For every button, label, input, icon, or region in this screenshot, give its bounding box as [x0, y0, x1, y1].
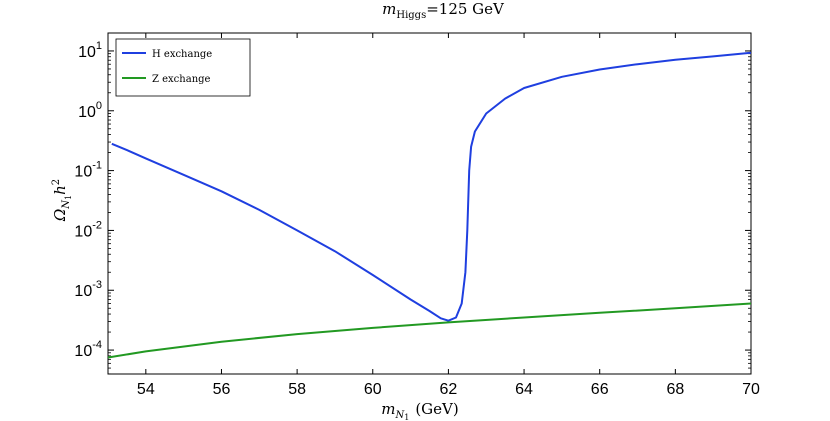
x-tick-label: 58 [288, 381, 306, 398]
chart-title: mHiggs=125 GeV [382, 0, 505, 21]
ylabel-subsub: 1 [64, 195, 73, 200]
ylabel-rest: h [51, 185, 69, 195]
y-tick-label: 100 [78, 100, 102, 121]
xlabel-subsub: 1 [404, 413, 409, 421]
x-tick-label: 64 [515, 381, 533, 398]
y-axis-label: ΩN1h2 [51, 179, 73, 222]
plot-area-frame [107, 32, 752, 375]
xlabel-rest: (GeV) [415, 400, 458, 418]
x-tick-label: 62 [440, 381, 458, 398]
y-tick-label: 10-3 [74, 279, 102, 300]
legend-label-h-exchange: H exchange [152, 49, 212, 60]
title-base: m [382, 0, 396, 18]
x-tick-label: 54 [137, 381, 155, 398]
x-tick-label: 56 [213, 381, 231, 398]
legend-box [115, 38, 251, 97]
ylabel-sup: 2 [51, 179, 62, 185]
legend: H exchange Z exchange [115, 38, 251, 97]
y-tick-label: 10-4 [74, 339, 102, 360]
xlabel-base: m [381, 400, 395, 418]
legend-label-z-exchange: Z exchange [152, 74, 211, 85]
axis-ticks: 54 56 58 60 62 64 66 68 70 101 100 10-1 10-2 10-3 10-4 [74, 33, 760, 398]
x-tick-label: 60 [364, 381, 382, 398]
series-line-z-exchange [107, 302, 752, 359]
title-rest: =125 GeV [426, 0, 505, 18]
x-tick-label: 70 [742, 381, 760, 398]
data-series [107, 51, 752, 359]
ylabel-sub: N [61, 199, 72, 210]
ylabel-base: Ω [51, 209, 69, 222]
x-tick-label: 66 [591, 381, 609, 398]
title-sub: Higgs [396, 10, 426, 21]
xlabel-sub: N [394, 410, 405, 421]
y-tick-label: 10-2 [74, 219, 102, 240]
x-tick-label: 68 [666, 381, 684, 398]
y-tick-label: 101 [78, 40, 102, 61]
y-tick-label: 10-1 [74, 160, 102, 181]
x-axis-label: mN1 (GeV) [381, 400, 458, 421]
series-line-h-exchange [111, 51, 752, 322]
